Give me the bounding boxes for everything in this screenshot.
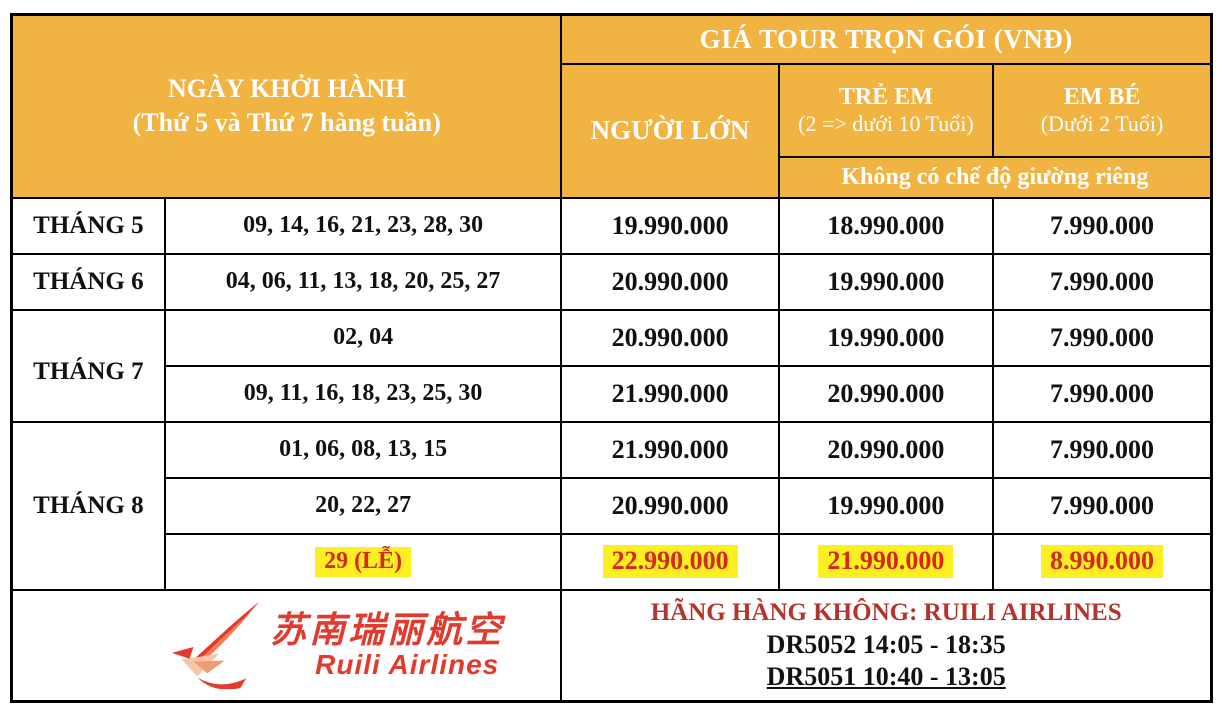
logo-english-text: Ruili Airlines [315,649,500,681]
month-cell: THÁNG 7 [10,308,166,423]
dates-cell: 04, 06, 11, 13, 18, 20, 25, 27 [163,252,563,311]
infant-price-cell: 7.990.000 [992,308,1213,367]
adult-price-cell: 22.990.000 [560,532,780,591]
adult-price-cell: 21.990.000 [560,420,780,479]
dates-cell: 09, 14, 16, 21, 23, 28, 30 [163,196,563,255]
adult-price-cell: 20.990.000 [560,252,780,311]
holiday-price-highlight: 21.990.000 [818,545,954,578]
table-row: 20, 22, 27 20.990.000 19.990.000 7.990.0… [12,476,1213,535]
table-row: 29 (LỄ) 22.990.000 21.990.000 8.990.000 [12,532,1213,591]
bird-icon [172,602,260,690]
adult-price-cell: 20.990.000 [560,308,780,367]
adult-price-cell: 19.990.000 [560,196,780,255]
airline-logo: 苏南瑞丽航空 Ruili Airlines [10,588,563,703]
infant-sublabel: (Dưới 2 Tuổi) [1040,111,1164,136]
infant-price-cell: 8.990.000 [992,532,1213,591]
child-price-cell: 19.990.000 [777,252,995,311]
child-label: TRẺ EM [838,84,933,110]
header-child: TRẺ EM (2 => dưới 10 Tuổi) [777,62,995,158]
child-price-cell: 20.990.000 [777,364,995,423]
infant-price-cell: 7.990.000 [992,364,1213,423]
header-departure: NGÀY KHỞI HÀNH (Thứ 5 và Thứ 7 hàng tuần… [10,13,563,199]
tour-price-table: NGÀY KHỞI HÀNH (Thứ 5 và Thứ 7 hàng tuần… [10,13,1213,703]
dates-cell: 29 (LỄ) [163,532,563,591]
table-row: THÁNG 6 04, 06, 11, 13, 18, 20, 25, 27 2… [10,252,1213,311]
table-row: THÁNG 5 09, 14, 16, 21, 23, 28, 30 19.99… [10,196,1213,255]
holiday-date-highlight: 29 (LỄ) [315,546,412,577]
departure-title: NGÀY KHỞI HÀNH [168,74,406,104]
header-infant: EM BÉ (Dưới 2 Tuổi) [992,62,1213,158]
departure-subtitle: (Thứ 5 và Thứ 7 hàng tuần) [132,108,441,138]
child-price-cell: 19.990.000 [777,308,995,367]
header-adult: NGƯỜI LỚN [560,62,780,199]
header-price-title: GIÁ TOUR TRỌN GÓI (VNĐ) [560,13,1213,65]
adult-price-cell: 20.990.000 [560,476,780,535]
infant-price-cell: 7.990.000 [992,420,1213,479]
child-price-cell: 18.990.000 [777,196,995,255]
table-row: THÁNG 8 01, 06, 08, 13, 15 21.990.000 20… [10,420,1213,591]
footer-row: 苏南瑞丽航空 Ruili Airlines HÃNG HÀNG KHÔNG: R… [10,588,1213,703]
holiday-price-highlight: 22.990.000 [602,545,738,578]
dates-cell: 20, 22, 27 [163,476,563,535]
dates-cell: 01, 06, 08, 13, 15 [163,420,563,479]
month-cell: THÁNG 5 [10,196,166,255]
table-row: THÁNG 7 02, 04 20.990.000 19.990.000 7.9… [10,308,1213,423]
infant-price-cell: 7.990.000 [992,196,1213,255]
child-price-cell: 20.990.000 [777,420,995,479]
flight-outbound: DR5052 14:05 - 18:35 [766,630,1006,660]
airline-name: HÃNG HÀNG KHÔNG: RUILI AIRLINES [650,599,1122,627]
adult-price-cell: 21.990.000 [560,364,780,423]
dates-cell: 02, 04 [163,308,563,367]
holiday-price-highlight: 8.990.000 [1041,545,1164,578]
infant-price-cell: 7.990.000 [992,476,1213,535]
child-sublabel: (2 => dưới 10 Tuổi) [798,111,974,136]
header-no-bed-note: Không có chế độ giường riêng [777,155,1213,199]
month-cell: THÁNG 8 [10,420,166,591]
child-price-cell: 19.990.000 [777,476,995,535]
infant-label: EM BÉ [1063,84,1141,110]
flight-return: DR5051 10:40 - 13:05 [766,662,1006,692]
logo-chinese-text: 苏南瑞丽航空 [270,610,505,651]
month-cell: THÁNG 6 [10,252,166,311]
airline-info: HÃNG HÀNG KHÔNG: RUILI AIRLINES DR5052 1… [560,588,1213,703]
table-row: 09, 11, 16, 18, 23, 25, 30 21.990.000 20… [12,364,1213,423]
dates-cell: 09, 11, 16, 18, 23, 25, 30 [163,364,563,423]
child-price-cell: 21.990.000 [777,532,995,591]
infant-price-cell: 7.990.000 [992,252,1213,311]
